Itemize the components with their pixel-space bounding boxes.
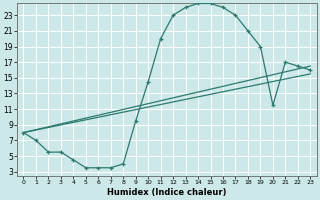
X-axis label: Humidex (Indice chaleur): Humidex (Indice chaleur) (107, 188, 227, 197)
